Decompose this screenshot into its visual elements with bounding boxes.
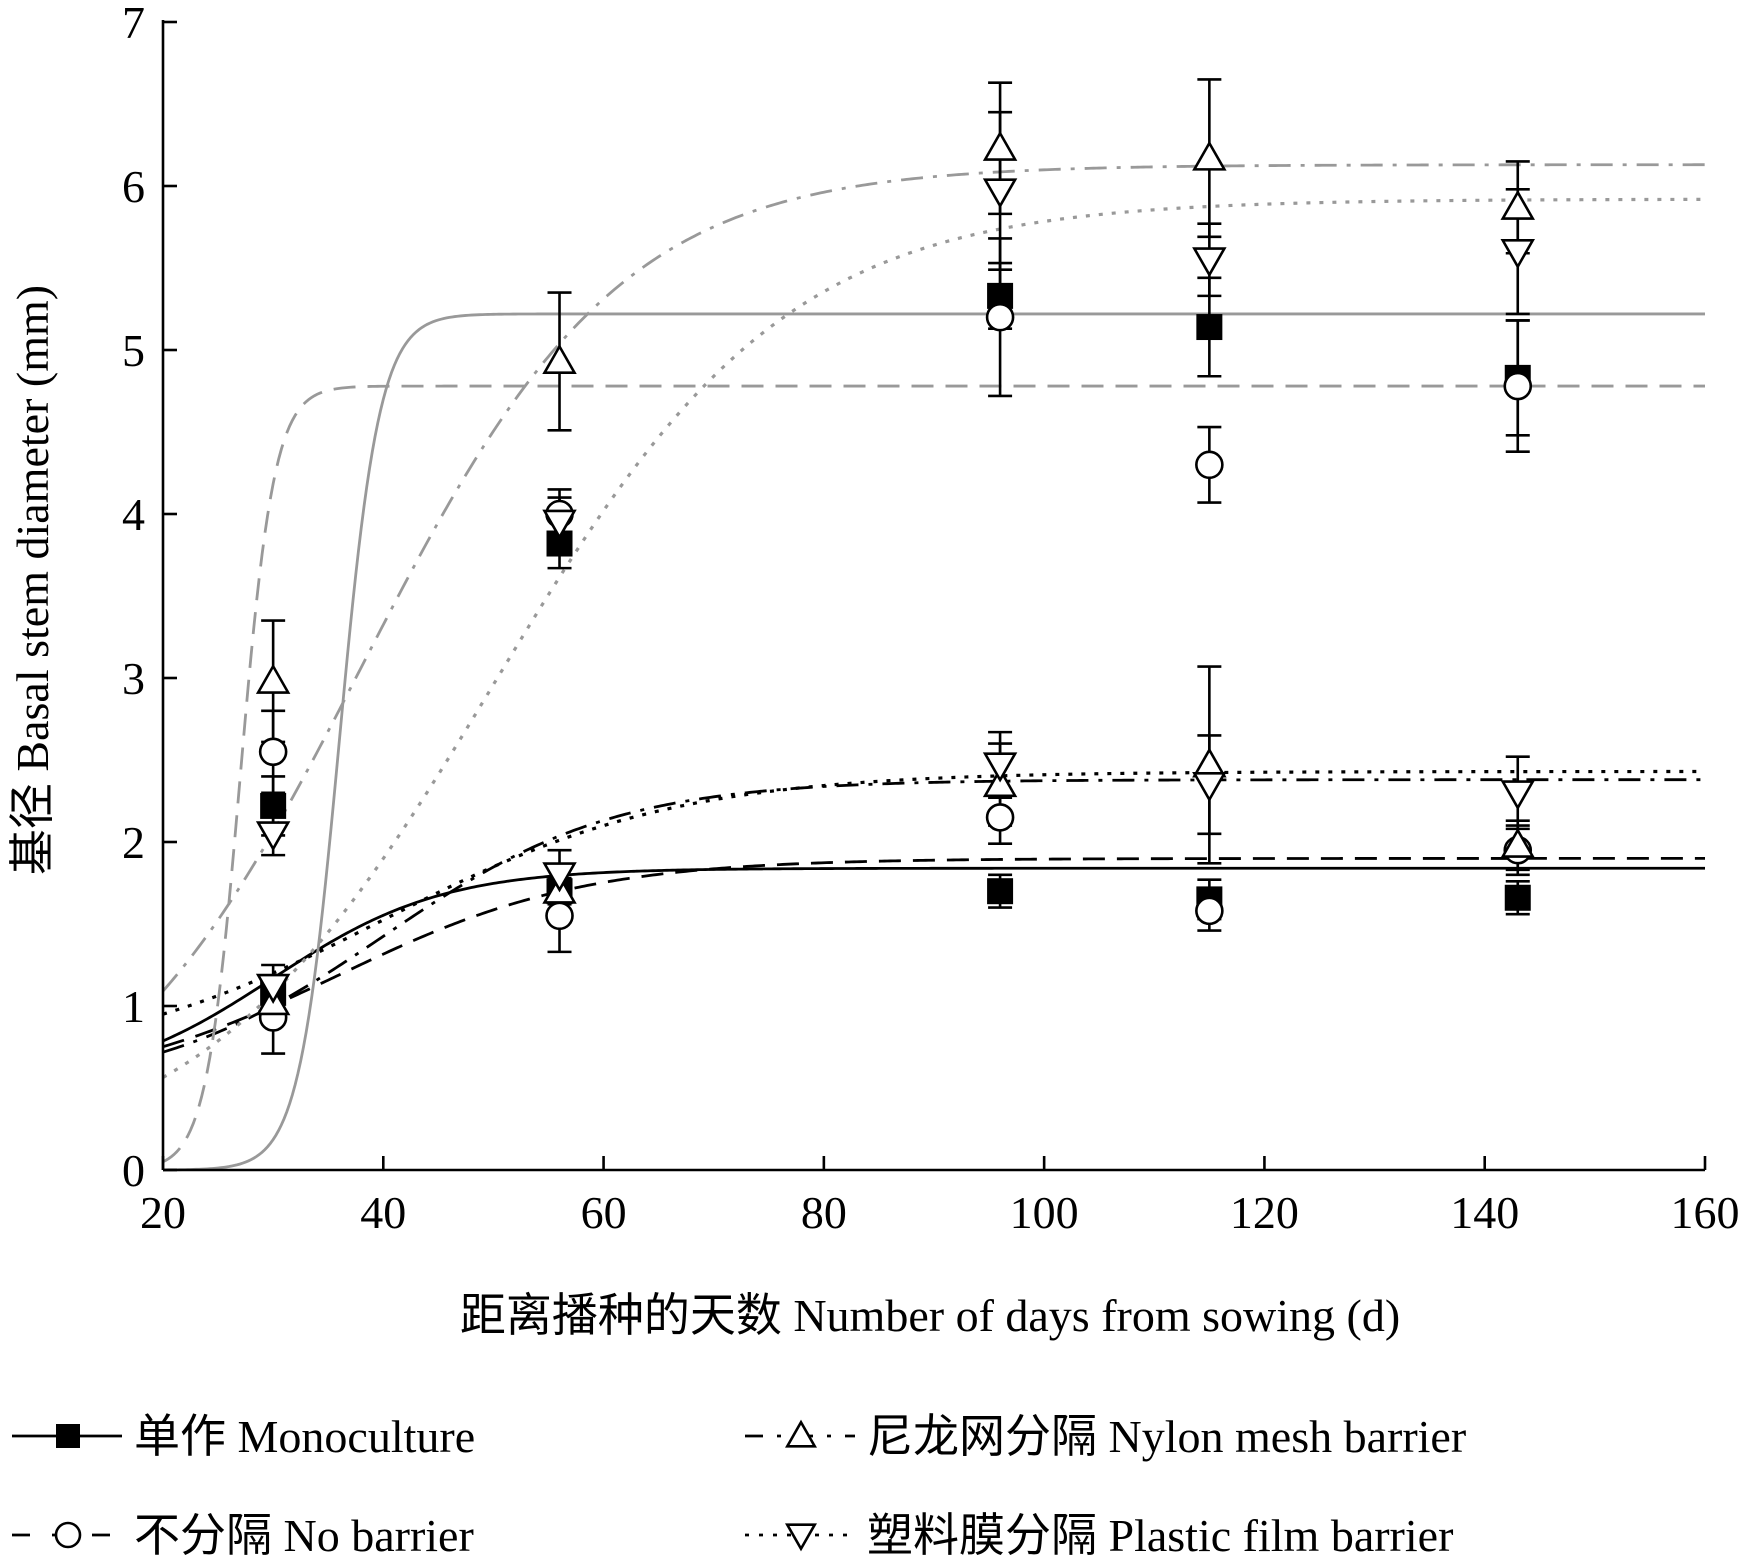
point-s4-g1-p4 <box>1192 772 1227 803</box>
point-s4-g1-p2 <box>542 862 577 893</box>
y-tick-label-4: 4 <box>122 489 145 540</box>
fit-curve-1 <box>162 866 1705 1043</box>
point-s4-g2-p2 <box>542 509 577 540</box>
point-s3-g2-p2 <box>542 343 577 375</box>
fit-curve-4 <box>162 769 1705 1016</box>
x-tick-label-40: 40 <box>360 1187 406 1238</box>
legend-item-2: 不分隔 No barrier <box>12 1510 474 1561</box>
legend-item-1: 单作 Monoculture <box>12 1411 475 1462</box>
point-s2-g1-p3 <box>985 803 1015 832</box>
legend-label: 尼龙网分隔 Nylon mesh barrier <box>867 1411 1466 1462</box>
point-s2-g2-p1 <box>258 737 288 767</box>
legend-marker <box>785 1419 817 1448</box>
x-tick-label-20: 20 <box>140 1187 186 1238</box>
point-s4-g2-p4 <box>1192 247 1227 278</box>
legend: 单作 Monoculture 尼龙网分隔 Nylon mesh barrier 不分… <box>12 1411 1466 1561</box>
data-markers <box>255 78 1536 1055</box>
y-tick-label-5: 5 <box>122 325 145 376</box>
fitted-curves <box>161 163 1706 1172</box>
point-s1-g2-p4 <box>1196 314 1223 341</box>
axes: 20 40 60 80 100 120 140 160 0 1 2 3 4 5 6 7 <box>122 0 1740 1238</box>
fit-curve-5 <box>162 312 1705 1172</box>
point-s2-g2-p5 <box>1503 371 1533 401</box>
fit-curve-7 <box>161 163 1705 992</box>
legend-label: 不分隔 No barrier <box>134 1510 474 1561</box>
y-tick-label-1: 1 <box>122 981 145 1032</box>
point-s1-g1-p3 <box>987 878 1014 905</box>
x-tick-label-120: 120 <box>1230 1187 1299 1238</box>
legend-item-4: 塑料膜分隔 Plastic film barrier <box>745 1510 1453 1561</box>
point-s3-g2-p5 <box>1500 189 1536 220</box>
legend-marker <box>54 1521 82 1549</box>
point-s1-g1-p5 <box>1504 884 1531 911</box>
legend-marker <box>56 1424 80 1448</box>
fit-curve-6 <box>162 384 1705 1164</box>
point-s4-g1-p3 <box>982 752 1018 783</box>
x-axis-label: 距离播种的天数 Number of days from sowing (d) <box>460 1290 1400 1341</box>
x-tick-label-140: 140 <box>1450 1187 1519 1238</box>
fit-curve-2 <box>162 857 1705 1049</box>
point-s2-g2-p4 <box>1195 450 1224 480</box>
fit-curve-3 <box>162 778 1705 1054</box>
x-tick-label-100: 100 <box>1010 1187 1079 1238</box>
point-s3-g1-p5 <box>1500 827 1536 858</box>
point-s3-g2-p1 <box>255 663 291 694</box>
point-s4-g1-p1 <box>255 973 291 1004</box>
point-s3-g1-p3 <box>982 766 1018 798</box>
point-s3-g2-p3 <box>982 130 1018 161</box>
x-tick-label-60: 60 <box>581 1187 627 1238</box>
point-s1-g2-p1 <box>260 792 287 819</box>
x-tick-label-80: 80 <box>801 1187 847 1238</box>
point-s2-g1-p4 <box>1195 896 1224 926</box>
y-tick-label-6: 6 <box>122 161 145 212</box>
point-s4-g2-p1 <box>255 821 291 852</box>
y-tick-label-7: 7 <box>122 0 145 48</box>
point-s4-g1-p5 <box>1500 780 1536 811</box>
y-tick-label-3: 3 <box>122 653 145 704</box>
point-s4-g2-p3 <box>982 178 1018 209</box>
point-s2-g1-p2 <box>545 901 574 931</box>
y-axis-label: 基径 Basal stem diameter (mm) <box>7 285 58 875</box>
point-s3-g2-p4 <box>1192 140 1227 171</box>
y-tick-label-2: 2 <box>122 817 145 868</box>
fit-curve-8 <box>162 197 1706 1079</box>
legend-item-3: 尼龙网分隔 Nylon mesh barrier <box>745 1411 1466 1462</box>
point-s2-g2-p3 <box>985 302 1015 332</box>
x-tick-label-160: 160 <box>1671 1187 1740 1238</box>
legend-label: 单作 Monoculture <box>134 1411 475 1462</box>
legend-marker <box>785 1523 817 1552</box>
point-s4-g2-p5 <box>1500 239 1536 270</box>
y-tick-label-0: 0 <box>122 1145 145 1196</box>
legend-label: 塑料膜分隔 Plastic film barrier <box>867 1510 1453 1561</box>
